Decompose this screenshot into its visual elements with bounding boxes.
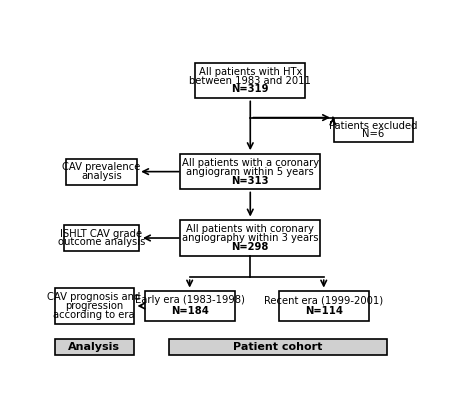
Text: analysis: analysis bbox=[81, 171, 122, 181]
Bar bbox=[181, 154, 320, 189]
Text: N=313: N=313 bbox=[231, 176, 269, 186]
Text: ISHLT CAV grade: ISHLT CAV grade bbox=[60, 229, 143, 239]
Text: N=319: N=319 bbox=[231, 85, 269, 94]
Text: N=114: N=114 bbox=[305, 306, 343, 316]
Bar bbox=[64, 225, 139, 251]
Text: All patients with HTx: All patients with HTx bbox=[199, 67, 302, 77]
Text: N=298: N=298 bbox=[232, 242, 269, 252]
Bar bbox=[195, 63, 305, 98]
Text: outcome analysis: outcome analysis bbox=[58, 237, 145, 247]
Bar bbox=[279, 290, 369, 321]
Bar bbox=[334, 117, 413, 142]
Text: All patients with a coronary: All patients with a coronary bbox=[182, 158, 319, 168]
Text: N=184: N=184 bbox=[171, 306, 209, 316]
Text: Patients excluded: Patients excluded bbox=[329, 121, 418, 131]
Bar bbox=[66, 158, 137, 185]
Bar bbox=[145, 290, 235, 321]
Text: CAV prognosis and: CAV prognosis and bbox=[47, 292, 141, 302]
Text: Recent era (1999-2001): Recent era (1999-2001) bbox=[264, 296, 383, 306]
Text: Early era (1983-1998): Early era (1983-1998) bbox=[135, 296, 245, 306]
Text: N=6: N=6 bbox=[362, 129, 384, 139]
Text: progression: progression bbox=[65, 301, 123, 311]
Text: angiogram within 5 years: angiogram within 5 years bbox=[186, 167, 314, 176]
Text: according to era: according to era bbox=[54, 310, 135, 320]
Text: Analysis: Analysis bbox=[68, 342, 120, 352]
Text: All patients with coronary: All patients with coronary bbox=[186, 224, 314, 234]
Text: CAV prevalence: CAV prevalence bbox=[62, 162, 141, 172]
Bar bbox=[55, 339, 134, 355]
Bar bbox=[55, 288, 134, 324]
Text: between 1983 and 2011: between 1983 and 2011 bbox=[189, 75, 311, 85]
Bar bbox=[169, 339, 387, 355]
Text: angiography within 3 years: angiography within 3 years bbox=[182, 233, 319, 243]
Text: Patient cohort: Patient cohort bbox=[233, 342, 322, 352]
Bar bbox=[181, 220, 320, 256]
